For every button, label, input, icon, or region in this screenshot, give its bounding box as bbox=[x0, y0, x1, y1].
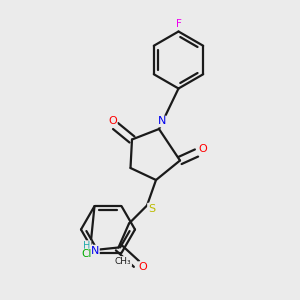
Text: N: N bbox=[91, 245, 99, 256]
Text: F: F bbox=[176, 19, 182, 29]
Text: H: H bbox=[83, 241, 91, 251]
Text: S: S bbox=[148, 203, 155, 214]
Text: O: O bbox=[108, 116, 117, 126]
Text: CH₃: CH₃ bbox=[115, 257, 131, 266]
Text: O: O bbox=[139, 262, 148, 272]
Text: O: O bbox=[198, 144, 207, 154]
Text: Cl: Cl bbox=[81, 249, 91, 260]
Text: N: N bbox=[158, 116, 166, 127]
